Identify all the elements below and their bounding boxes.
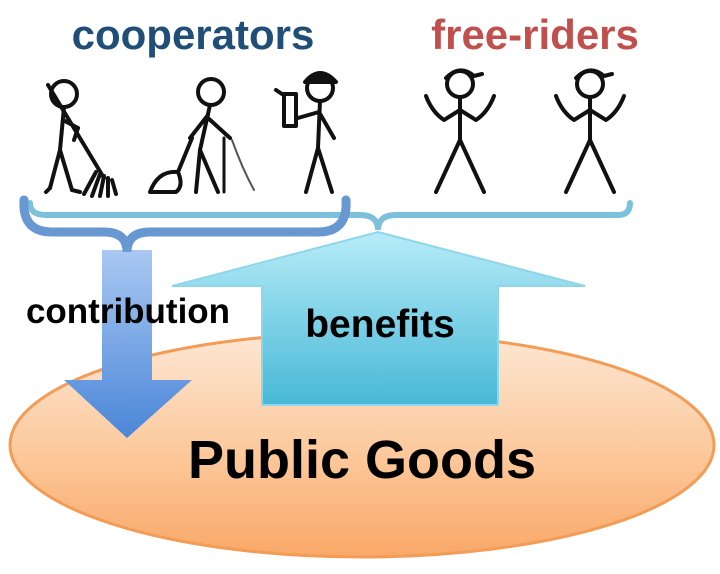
free-riders-label: free-riders xyxy=(431,11,639,58)
figure-shrugging-icon xyxy=(424,68,496,194)
benefits-arrow xyxy=(171,230,586,406)
contribution-label: contribution xyxy=(26,292,230,331)
cooperators-label: cooperators xyxy=(72,11,315,58)
figure-vacuuming-icon xyxy=(148,77,255,194)
public-goods-label: Public Goods xyxy=(188,430,536,490)
figure-shrugging-icon xyxy=(554,68,626,194)
benefits-label: benefits xyxy=(305,303,455,346)
contribution-arrow xyxy=(64,250,192,438)
figure-worker-icon xyxy=(274,71,338,194)
figure-raking-icon xyxy=(44,79,118,198)
cooperators-bracket xyxy=(19,195,351,253)
all-members-bracket xyxy=(27,200,633,231)
